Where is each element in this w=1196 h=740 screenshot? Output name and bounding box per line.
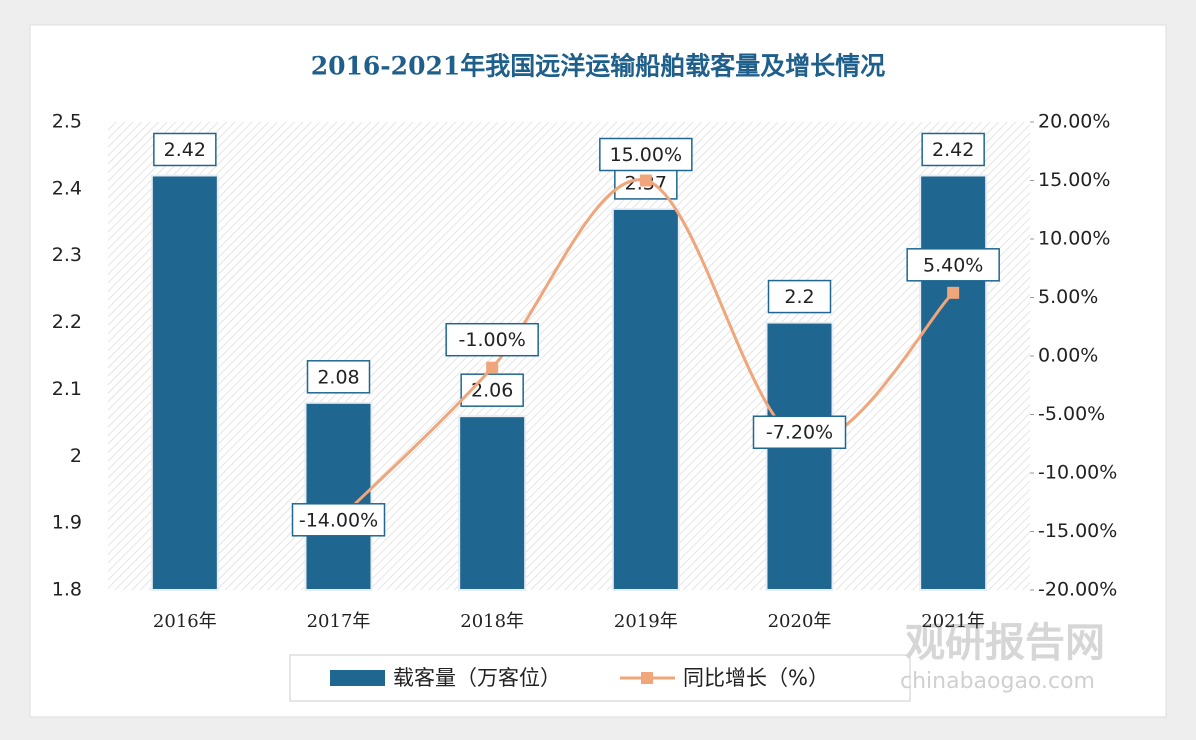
line-value-label: -14.00% (299, 509, 378, 531)
y2-tick-label: 20.00% (1038, 111, 1110, 133)
y-tick-label: 1.9 (52, 512, 82, 534)
bar-value-label: 2.08 (317, 366, 359, 388)
line-value-label-box (906, 248, 1000, 282)
line-value-label-box (291, 503, 386, 537)
x-tick-label: 2018年 (460, 611, 524, 632)
line-value-label: -7.20% (766, 422, 833, 444)
y-tick-label: 1.8 (52, 579, 82, 601)
y2-tick-label: 15.00% (1038, 169, 1110, 191)
x-tick-label: 2020年 (768, 611, 832, 632)
y-tick-label: 2 (70, 445, 82, 467)
bar-value-label: 2.42 (164, 139, 206, 161)
y2-tick-label: 5.00% (1038, 286, 1098, 308)
bar-value-label: 2.2 (784, 286, 814, 308)
plot-area (108, 122, 1030, 590)
bar-value-label-box (306, 360, 371, 394)
line-value-label: 5.40% (923, 254, 983, 276)
line-value-label-box (445, 322, 539, 357)
legend-swatch (330, 670, 385, 686)
bar (611, 207, 680, 592)
line-value-label: 15.00% (610, 144, 682, 166)
line-marker (639, 174, 652, 187)
x-tick-label: 2021年 (921, 611, 985, 632)
y-tick-label: 2.1 (52, 378, 82, 400)
bar (458, 415, 527, 591)
legend-label: 同比增长（%） (683, 666, 829, 690)
line-value-label-box (599, 137, 693, 172)
x-tick-label: 2016年 (153, 611, 217, 632)
y2-tick-label: -15.00% (1038, 520, 1117, 542)
watermark-name: 观研报告网 (905, 620, 1105, 666)
line-marker (486, 361, 499, 374)
y2-tick-label: -20.00% (1038, 579, 1117, 601)
y2-tick-label: 10.00% (1038, 228, 1110, 250)
line-value-label-box (752, 415, 847, 449)
x-tick-label: 2017年 (307, 611, 371, 632)
bar (765, 321, 834, 591)
bar (919, 174, 988, 591)
y2-tick-label: 0.00% (1038, 345, 1098, 367)
y-tick-label: 2.3 (52, 244, 82, 266)
y2-tick-label: -5.00% (1038, 403, 1105, 425)
bar-value-label: 2.42 (932, 139, 974, 161)
x-tick-label: 2019年 (614, 611, 678, 632)
bar-value-label: 2.06 (471, 380, 513, 402)
line-value-label: -1.00% (459, 329, 526, 351)
legend-swatch-marker (641, 672, 653, 684)
bar-value-label-box (153, 132, 217, 167)
y-tick-label: 2.4 (52, 177, 82, 199)
bar-value-label-box (767, 279, 832, 314)
legend-label: 载客量（万客位） (393, 666, 561, 690)
chart-title: 2016-2021年我国远洋运输船舶载客量及增长情况 (311, 52, 886, 81)
bar-value-label-box (460, 373, 524, 407)
line-marker (947, 286, 960, 299)
y-tick-label: 2.5 (52, 111, 82, 133)
bar (150, 174, 219, 591)
bar (304, 401, 373, 591)
legend (289, 654, 911, 702)
y-tick-label: 2.2 (52, 311, 82, 333)
y2-tick-label: -10.00% (1038, 462, 1117, 484)
watermark-url: chinabaogao.com (900, 669, 1095, 694)
bar-value-label-box (921, 132, 985, 167)
